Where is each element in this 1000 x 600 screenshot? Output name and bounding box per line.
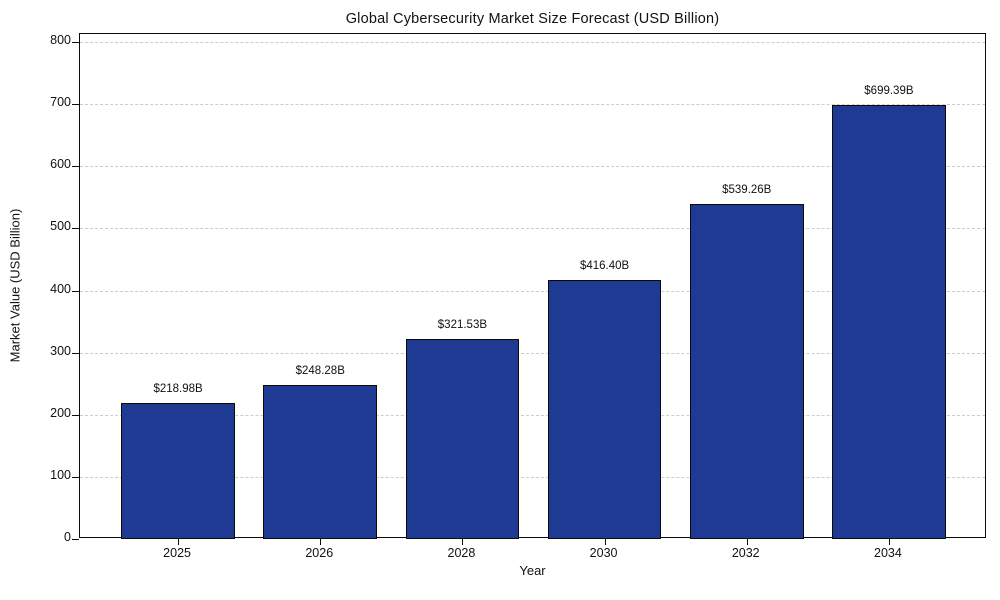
- gridline: [80, 290, 985, 292]
- y-tick-label: 500: [50, 219, 71, 234]
- bar: [405, 339, 520, 539]
- gridline: [80, 42, 985, 44]
- y-tick-label: 200: [50, 405, 71, 420]
- x-tick-mark: [178, 538, 180, 545]
- bar: [121, 402, 235, 539]
- x-tick-label: 2026: [305, 546, 334, 560]
- y-tick-mark: [72, 42, 79, 44]
- bar: [832, 104, 946, 539]
- gridline: [80, 414, 985, 416]
- x-axis-label: Year: [519, 563, 546, 578]
- y-tick-mark: [72, 352, 79, 354]
- x-tick-label: 2030: [589, 546, 618, 560]
- gridline: [80, 476, 985, 478]
- x-tick-mark: [746, 538, 748, 545]
- y-tick-label: 300: [50, 343, 71, 358]
- chart-title: Global Cybersecurity Market Size Forecas…: [345, 11, 720, 27]
- bar-value-label: $321.53B: [437, 319, 488, 332]
- bar-value-label: $416.40B: [579, 260, 630, 273]
- x-tick-label: 2034: [874, 546, 902, 560]
- bar-value-label: $218.98B: [153, 382, 203, 395]
- y-tick-label: 100: [50, 467, 71, 482]
- bar-value-label: $248.28B: [295, 364, 345, 377]
- bar: [547, 280, 662, 539]
- x-tick-mark: [320, 538, 322, 545]
- x-tick-mark: [604, 538, 606, 545]
- y-tick-mark: [72, 539, 79, 540]
- gridline: [80, 352, 985, 354]
- y-tick-mark: [72, 104, 79, 106]
- bar-value-label: $699.39B: [864, 84, 914, 97]
- x-tick-mark: [888, 538, 890, 545]
- x-tick-label: 2032: [731, 546, 760, 560]
- y-tick-mark: [72, 290, 79, 292]
- gridline: [80, 166, 985, 168]
- y-tick-mark: [72, 166, 79, 168]
- gridline: [80, 228, 985, 230]
- plot-area: $218.98B $248.28B $321.53B $416.40B $539.26B…: [72, 33, 986, 545]
- y-tick-mark: [72, 476, 79, 478]
- y-tick-label: 800: [50, 33, 71, 48]
- x-tick-label: 2025: [163, 546, 191, 560]
- bar: [689, 204, 804, 539]
- bar: [263, 384, 378, 539]
- bar-value-label: $539.26B: [722, 184, 772, 197]
- y-tick-label: 400: [50, 281, 71, 296]
- y-tick-label: 700: [50, 95, 71, 110]
- y-tick-label: 600: [50, 157, 71, 172]
- gridline: [80, 104, 985, 106]
- y-tick-label: 0: [64, 530, 71, 544]
- y-tick-mark: [72, 414, 79, 416]
- x-tick-mark: [462, 538, 464, 545]
- y-tick-mark: [72, 228, 79, 230]
- x-tick-label: 2028: [447, 546, 476, 560]
